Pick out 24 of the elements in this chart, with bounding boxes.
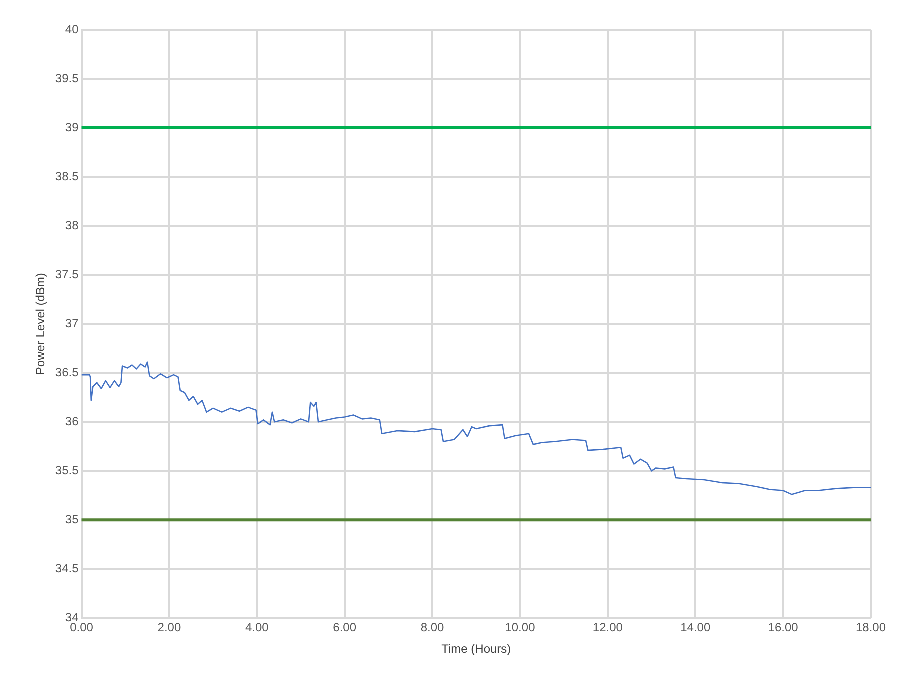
y-tick-label: 38 [65, 218, 80, 232]
x-tick-label: 12.00 [592, 620, 624, 635]
y-tick-label: 36 [65, 414, 80, 428]
x-tick-label: 8.00 [420, 620, 445, 635]
x-axis-title: Time (Hours) [442, 642, 512, 656]
x-tick-label: 0.00 [70, 620, 94, 635]
y-tick-label: 37 [65, 316, 80, 330]
y-tick-label: 36.5 [55, 365, 80, 380]
x-tick-label: 6.00 [333, 620, 357, 635]
y-tick-label: 34.5 [55, 561, 80, 576]
y-tick-label: 40 [65, 22, 80, 36]
x-tick-label: 16.00 [768, 620, 799, 635]
x-tick-label: 14.00 [680, 620, 711, 635]
x-tick-label: 10.00 [505, 620, 536, 635]
x-tick-label: 4.00 [245, 620, 270, 635]
y-tick-label: 35.5 [55, 463, 80, 478]
x-tick-label: 18.00 [856, 620, 886, 635]
x-tick-label: 2.00 [158, 620, 182, 635]
y-axis-title: Power Level (dBm) [34, 273, 48, 376]
y-tick-label: 39.5 [55, 71, 80, 86]
y-tick-label: 38.5 [55, 169, 80, 184]
y-tick-label: 39 [65, 120, 80, 134]
y-tick-label: 37.5 [55, 267, 80, 282]
y-tick-label: 35 [65, 512, 80, 526]
